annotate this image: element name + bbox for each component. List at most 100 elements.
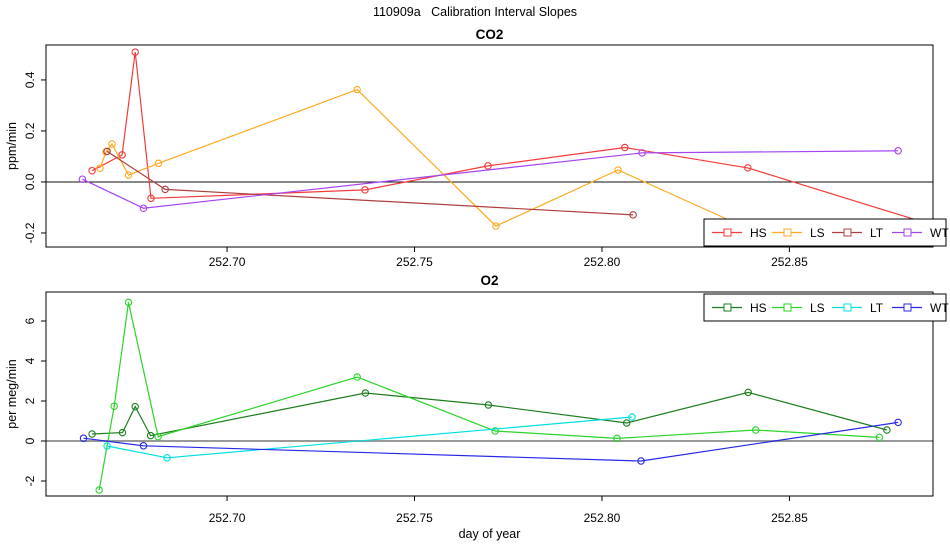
x-axis-label: day of year: [458, 527, 521, 541]
legend-label-LS: LS: [810, 301, 825, 315]
plot-box: [45, 44, 934, 248]
data-point-LT: [103, 442, 111, 450]
data-point-LS: [108, 140, 116, 148]
series-line-LT: [106, 416, 633, 459]
legend-marker-HS: [723, 228, 732, 237]
data-point-HS: [88, 166, 96, 175]
legend-entry-LT: LT: [832, 301, 884, 315]
page-title: 110909a Calibration Interval Slopes: [372, 5, 578, 19]
data-point-HS: [744, 388, 752, 397]
data-point-LT: [628, 413, 636, 421]
data-point-WT: [78, 175, 87, 183]
data-point-HS: [361, 186, 369, 194]
data-point-LT: [629, 211, 637, 219]
data-point-LS: [96, 164, 104, 172]
data-point-HS: [621, 143, 629, 152]
y-axis-label: per meg/min: [5, 359, 19, 429]
x-tick-label: 252.85: [771, 511, 808, 525]
y-tick-label: 0.2: [23, 122, 37, 139]
legend-marker-HS: [723, 303, 732, 312]
y-tick-label: -0.2: [23, 222, 37, 243]
data-point-LS: [492, 222, 500, 230]
data-point-LT: [103, 147, 111, 156]
data-point-LS: [353, 373, 361, 381]
series-line-WT: [82, 150, 899, 209]
data-point-HS: [484, 401, 493, 409]
legend-label-HS: HS: [750, 301, 767, 315]
data-point-WT: [139, 442, 148, 450]
data-point-HS: [118, 428, 127, 437]
data-point-LS: [751, 426, 760, 434]
data-point-HS: [361, 389, 370, 397]
legend-entry-LS: LS: [772, 301, 825, 315]
data-point-HS: [118, 151, 126, 159]
series-line-HS: [92, 391, 888, 437]
panel-o2-title: O2: [480, 273, 499, 288]
data-point-LS: [875, 433, 884, 442]
data-point-LS: [124, 298, 133, 307]
series-line-LT: [106, 150, 634, 216]
data-point-HS: [622, 419, 631, 427]
data-point-LS: [614, 166, 622, 174]
legend-marker-WT: [903, 228, 912, 237]
data-point-LS: [154, 432, 162, 441]
data-point-HS: [131, 48, 139, 56]
legend-label-LS: LS: [810, 226, 825, 240]
data-point-LS: [95, 486, 103, 494]
legend-entry-WT: WT: [892, 226, 949, 240]
data-point-LS: [124, 171, 133, 179]
legend-label-WT: WT: [930, 226, 949, 240]
data-point-WT: [637, 457, 645, 465]
x-tick-label: 252.85: [771, 255, 808, 269]
data-point-HS: [146, 431, 155, 440]
series-line-HS: [91, 52, 933, 226]
x-tick-label: 252.80: [584, 511, 621, 525]
legend-label-HS: HS: [750, 226, 767, 240]
legend-label-WT: WT: [930, 301, 949, 315]
x-tick-label: 252.70: [209, 511, 246, 525]
series-group: [78, 48, 933, 235]
data-point-HS: [744, 164, 752, 172]
y-tick-label: 2: [23, 397, 37, 404]
data-point-WT: [638, 149, 646, 157]
data-point-LS: [613, 434, 621, 443]
y-axis-label: ppm/min: [5, 122, 19, 170]
series-line-LS: [98, 302, 880, 491]
y-tick-label: 0.4: [23, 71, 37, 88]
data-point-LT: [161, 185, 169, 194]
legend-label-LT: LT: [870, 226, 884, 240]
data-point-LT: [163, 454, 171, 462]
legend-marker-LT: [843, 303, 852, 312]
y-tick-label: 0: [23, 437, 37, 444]
data-point-HS: [88, 430, 96, 438]
data-point-LS: [353, 85, 361, 94]
data-point-LS: [154, 159, 163, 168]
data-point-LS: [491, 427, 499, 435]
data-point-LS: [110, 402, 118, 410]
legend-entry-WT: WT: [892, 301, 949, 315]
legend-marker-LT: [843, 228, 852, 237]
series-line-WT: [83, 421, 899, 462]
panel-co2-title: CO2: [475, 27, 504, 42]
y-tick-label: 0.0: [23, 173, 37, 190]
data-point-WT: [894, 147, 902, 155]
y-tick-label: -2: [23, 475, 37, 486]
series-line-LS: [99, 88, 761, 235]
data-point-WT: [139, 204, 148, 212]
legend-marker-LS: [783, 228, 792, 237]
legend-label-LT: LT: [870, 301, 884, 315]
data-point-HS: [131, 402, 139, 411]
y-tick-label: 4: [23, 357, 37, 364]
x-tick-label: 252.80: [584, 255, 621, 269]
legend-marker-LS: [783, 303, 792, 312]
legend-entry-LS: LS: [772, 226, 825, 240]
data-point-WT: [79, 434, 88, 442]
y-tick-label: 6: [23, 317, 37, 324]
series-group: [79, 298, 902, 494]
plot-box: [45, 291, 934, 497]
x-tick-label: 252.70: [209, 255, 246, 269]
legend-marker-WT: [903, 303, 912, 312]
data-point-HS: [484, 162, 492, 170]
